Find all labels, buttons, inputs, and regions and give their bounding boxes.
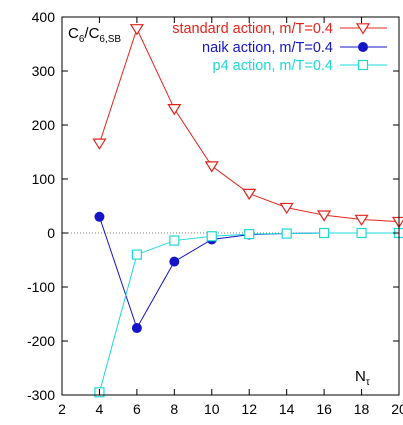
y-tick-label: -200 — [27, 333, 55, 349]
x-tick-label: 6 — [133, 401, 141, 417]
data-point — [92, 138, 107, 150]
y-tick-label: -300 — [27, 387, 55, 403]
x-axis-label: Nτ — [355, 368, 370, 388]
plot-frame — [61, 16, 400, 396]
y-axis-label-subscript-sb: 6,SB — [99, 34, 121, 45]
y-tick-label: 300 — [32, 63, 56, 79]
data-point — [356, 227, 367, 239]
data-point — [319, 227, 330, 239]
data-point — [206, 231, 217, 242]
x-tick-label: 10 — [204, 401, 220, 417]
legend-marker — [358, 42, 368, 52]
y-tick-label: 400 — [32, 9, 56, 25]
data-point — [244, 228, 255, 240]
x-tick-label: 20 — [391, 401, 403, 417]
data-point — [279, 202, 294, 215]
legend-marker — [357, 59, 369, 71]
x-axis-label-subscript: τ — [366, 377, 370, 388]
y-axis-label: C6/C6,SB — [68, 25, 121, 45]
legend: standard action, m/T=0.4 naik action, m/T… — [172, 21, 387, 74]
data-point — [169, 256, 180, 267]
y-tick-label: -100 — [27, 279, 55, 295]
series-1 — [92, 24, 403, 229]
x-tick-label: 4 — [96, 401, 104, 417]
x-tick-label: 18 — [354, 401, 370, 417]
data-point — [281, 228, 292, 239]
legend-marker — [355, 23, 371, 35]
y-tick-label: 100 — [32, 171, 56, 187]
data-point — [131, 323, 142, 334]
y-tick-label: 200 — [32, 117, 56, 133]
x-tick-label: 2 — [58, 401, 66, 417]
x-tick-label: 16 — [316, 401, 332, 417]
y-tick-label: 0 — [47, 225, 55, 241]
data-point — [167, 104, 182, 116]
data-point — [204, 161, 219, 173]
data-point — [354, 214, 369, 227]
series-layer — [92, 24, 403, 398]
x-tick-label: 8 — [170, 401, 178, 417]
legend-label: p4 action, m/T=0.4 — [213, 58, 334, 74]
data-point — [391, 216, 403, 229]
legend-label: standard action, m/T=0.4 — [172, 21, 333, 37]
tick-layer: 2 4 6 8 10 12 14 16 18 20 -300 -200 -100 0 100 200 300 40… — [27, 9, 403, 417]
data-point — [169, 235, 180, 246]
x-tick-label: 12 — [241, 401, 257, 417]
y-axis-label-subscript: 6 — [79, 34, 85, 45]
data-point — [317, 210, 332, 222]
data-point — [94, 211, 105, 222]
x-tick-label: 14 — [279, 401, 295, 417]
data-point — [129, 24, 144, 36]
legend-label: naik action, m/T=0.4 — [202, 40, 333, 56]
data-point — [242, 188, 257, 201]
data-point — [131, 249, 142, 260]
